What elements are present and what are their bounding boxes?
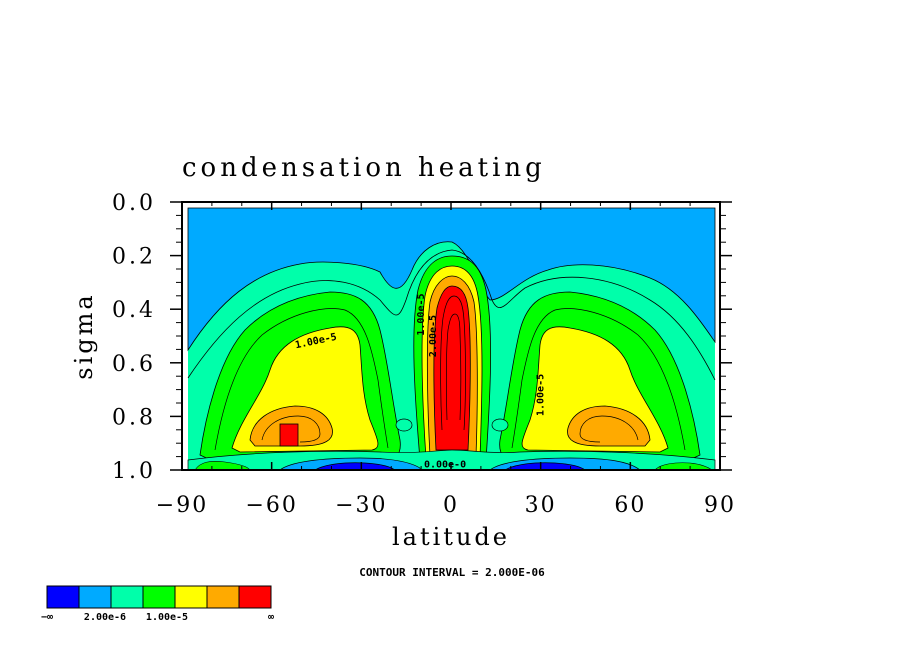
field-orange-right <box>567 405 651 447</box>
contour-line-orange-right <box>579 415 639 443</box>
contour-line-green-right <box>511 308 686 451</box>
contour-label: 1.00e-5 <box>536 374 547 416</box>
contour-line-center-1 <box>440 295 466 431</box>
y-tick-label: 0.4 <box>112 298 156 323</box>
x-tick-label: 0 <box>443 493 459 518</box>
field-red-left <box>279 423 299 447</box>
colorbar-label: −∞ <box>41 612 53 623</box>
contour-line-orange-left <box>261 415 321 443</box>
y-tick-label: 0.0 <box>112 191 156 216</box>
chart-title: condensation heating <box>182 153 546 183</box>
field-upper <box>187 207 716 352</box>
x-tick-label: 60 <box>614 493 646 518</box>
x-tick-label: 90 <box>704 493 736 518</box>
contour-interval-note: CONTOUR INTERVAL = 2.000E-06 <box>359 566 545 579</box>
field-pocket-right <box>491 418 509 432</box>
colorbar: −∞ 2.00e-6 1.00e-5 ∞ <box>41 585 274 623</box>
colorbar-swatch <box>238 585 272 609</box>
field-center-red <box>433 285 471 451</box>
y-tick-label: 0.8 <box>112 405 156 430</box>
colorbar-swatch <box>78 585 112 609</box>
y-axis: 0.0 0.2 0.4 0.6 0.8 1.0 <box>112 191 732 484</box>
colorbar-swatch <box>174 585 208 609</box>
colorbar-swatch <box>142 585 176 609</box>
colorbar-swatch <box>110 585 144 609</box>
x-axis: −90 −60 −30 0 30 60 90 <box>156 202 736 518</box>
y-tick-label: 0.6 <box>112 352 156 377</box>
x-tick-label: −30 <box>335 493 387 518</box>
field-pocket-left <box>395 418 413 432</box>
contour-label: 0.00e-0 <box>424 459 466 470</box>
plot-area <box>182 202 720 470</box>
y-axis-label: sigma <box>70 292 98 379</box>
contour-label: 2.00e-5 <box>428 315 439 357</box>
x-tick-label: −90 <box>156 493 208 518</box>
colorbar-swatch <box>46 585 80 609</box>
colorbar-swatch <box>206 585 240 609</box>
contour-line-upper <box>187 249 716 381</box>
colorbar-label: 1.00e-5 <box>146 612 188 623</box>
y-tick-label: 1.0 <box>112 459 156 484</box>
colorbar-label: ∞ <box>268 612 274 623</box>
contour-line-center-2 <box>445 313 462 421</box>
x-axis-label: latitude <box>392 523 510 551</box>
y-tick-label: 0.2 <box>112 245 156 270</box>
colorbar-label: 2.00e-6 <box>84 612 126 623</box>
x-tick-label: 30 <box>525 493 557 518</box>
contour-label: 1.00e-5 <box>416 293 427 335</box>
contour-line-green-left <box>214 308 389 451</box>
x-tick-label: −60 <box>245 493 297 518</box>
